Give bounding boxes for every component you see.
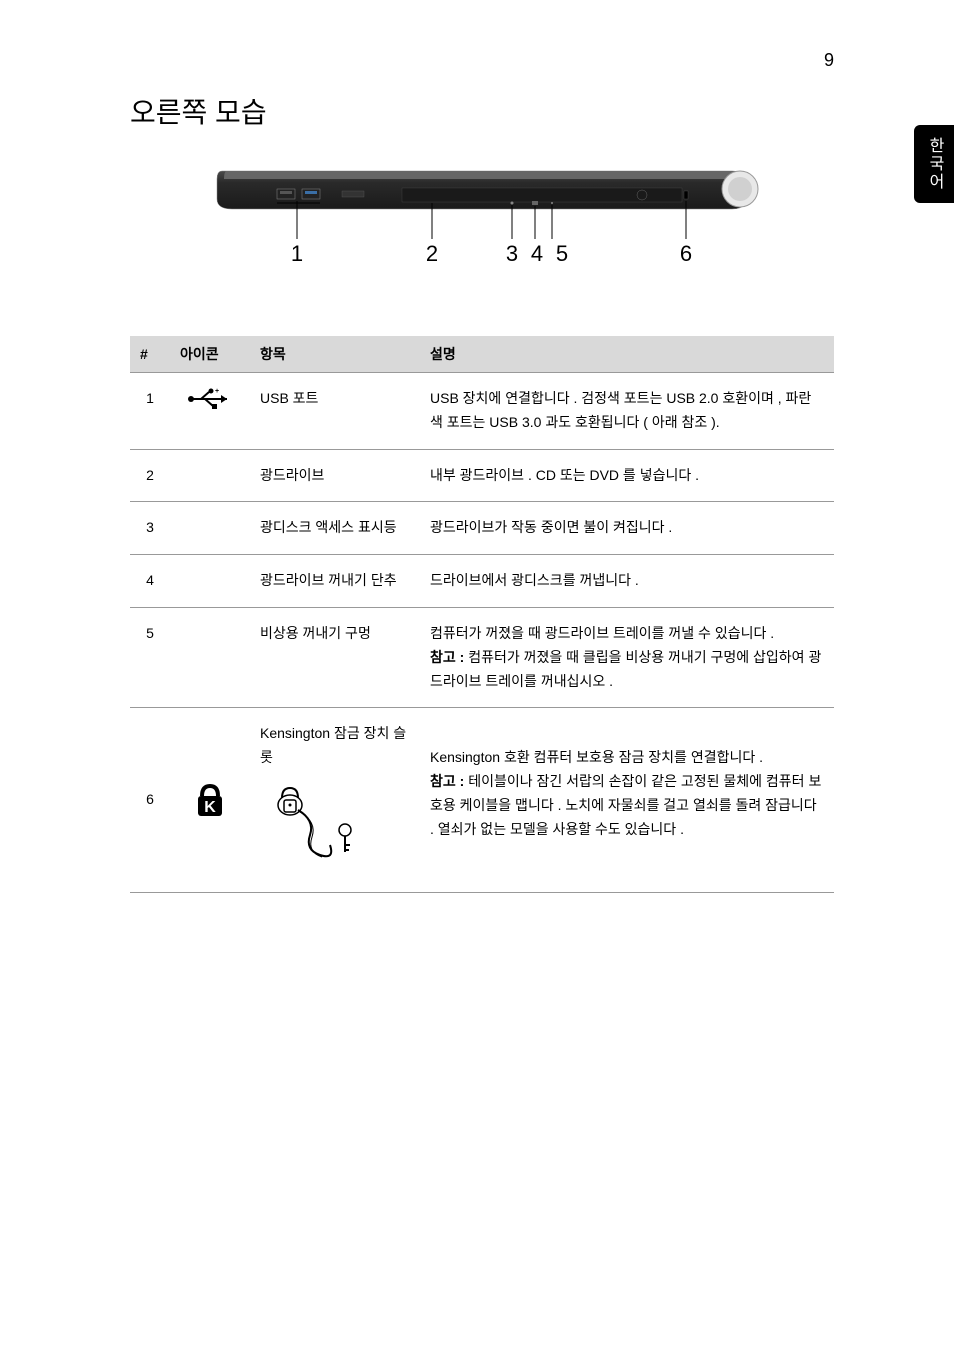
table-row: 5 비상용 꺼내기 구멍 컴퓨터가 꺼졌을 때 광드라이브 트레이를 꺼낼 수 … (130, 607, 834, 707)
page-number: 9 (0, 0, 954, 71)
row-num: 5 (130, 607, 170, 707)
row-icon (170, 502, 250, 555)
usb-icon: + (185, 387, 235, 411)
row-item: 광드라이브 (250, 449, 420, 502)
item-text: Kensington 잠금 장치 슬롯 (260, 722, 410, 770)
th-icon: 아이콘 (170, 336, 250, 373)
row-icon: K (170, 708, 250, 892)
row-icon (170, 555, 250, 608)
ports-table: # 아이콘 항목 설명 1 + (130, 336, 834, 893)
note-label: 참고 : (430, 649, 468, 665)
th-num: # (130, 336, 170, 373)
th-desc: 설명 (420, 336, 834, 373)
row-icon (170, 607, 250, 707)
note-text: 테이블이나 잠긴 서랍의 손잡이 같은 고정된 물체에 컴퓨터 보호용 케이블을… (430, 773, 821, 837)
svg-text:+: + (215, 388, 219, 395)
desc-pre: 컴퓨터가 꺼졌을 때 광드라이브 트레이를 꺼낼 수 있습니다 . (430, 625, 774, 641)
row-num: 6 (130, 708, 170, 892)
table-row: 3 광디스크 액세스 표시등 광드라이브가 작동 중이면 불이 켜집니다 . (130, 502, 834, 555)
row-item: 광디스크 액세스 표시등 (250, 502, 420, 555)
row-desc: 광드라이브가 작동 중이면 불이 켜집니다 . (420, 502, 834, 555)
callout-2: 2 (426, 241, 438, 266)
desc-pre: Kensington 호환 컴퓨터 보호용 잠금 장치를 연결합니다 . (430, 749, 763, 765)
row-item: 비상용 꺼내기 구멍 (250, 607, 420, 707)
product-diagram: 1 2 3 4 5 6 (130, 161, 834, 296)
row-desc: 드라이브에서 광디스크를 꺼냅니다 . (420, 555, 834, 608)
row-icon (170, 449, 250, 502)
row-item: 광드라이브 꺼내기 단추 (250, 555, 420, 608)
callout-1: 1 (291, 241, 303, 266)
callout-4: 4 (531, 241, 543, 266)
row-desc: 컴퓨터가 꺼졌을 때 광드라이브 트레이를 꺼낼 수 있습니다 . 참고 : 컴… (420, 607, 834, 707)
table-row: 6 K Kensington 잠금 장치 슬롯 (130, 708, 834, 892)
row-item: USB 포트 (250, 373, 420, 450)
callout-5: 5 (556, 241, 568, 266)
language-tab: 한국어 (914, 125, 954, 203)
callout-3: 3 (506, 241, 518, 266)
row-num: 2 (130, 449, 170, 502)
callout-6: 6 (680, 241, 692, 266)
note-text: 컴퓨터가 꺼졌을 때 클립을 비상용 꺼내기 구멍에 삽입하여 광드라이브 트레… (430, 649, 821, 689)
row-num: 4 (130, 555, 170, 608)
row-num: 3 (130, 502, 170, 555)
kensington-icon: K (190, 782, 230, 818)
table-row: 2 광드라이브 내부 광드라이브 . CD 또는 DVD 를 넣습니다 . (130, 449, 834, 502)
row-desc: Kensington 호환 컴퓨터 보호용 잠금 장치를 연결합니다 . 참고 … (420, 708, 834, 892)
note-label: 참고 : (430, 773, 468, 789)
table-row: 4 광드라이브 꺼내기 단추 드라이브에서 광디스크를 꺼냅니다 . (130, 555, 834, 608)
lock-illustration (260, 780, 370, 870)
row-desc: 내부 광드라이브 . CD 또는 DVD 를 넣습니다 . (420, 449, 834, 502)
table-row: 1 + USB 포트 USB 장치에 연결합니다 . 검정색 포트는 USB 2… (130, 373, 834, 450)
laptop-side-svg: 1 2 3 4 5 6 (202, 161, 762, 291)
row-icon: + (170, 373, 250, 450)
svg-text:K: K (204, 799, 216, 816)
row-desc: USB 장치에 연결합니다 . 검정색 포트는 USB 2.0 호환이며 , 파… (420, 373, 834, 450)
section-heading: 오른쪽 모습 (130, 91, 834, 131)
th-item: 항목 (250, 336, 420, 373)
row-item: Kensington 잠금 장치 슬롯 (250, 708, 420, 892)
row-num: 1 (130, 373, 170, 450)
